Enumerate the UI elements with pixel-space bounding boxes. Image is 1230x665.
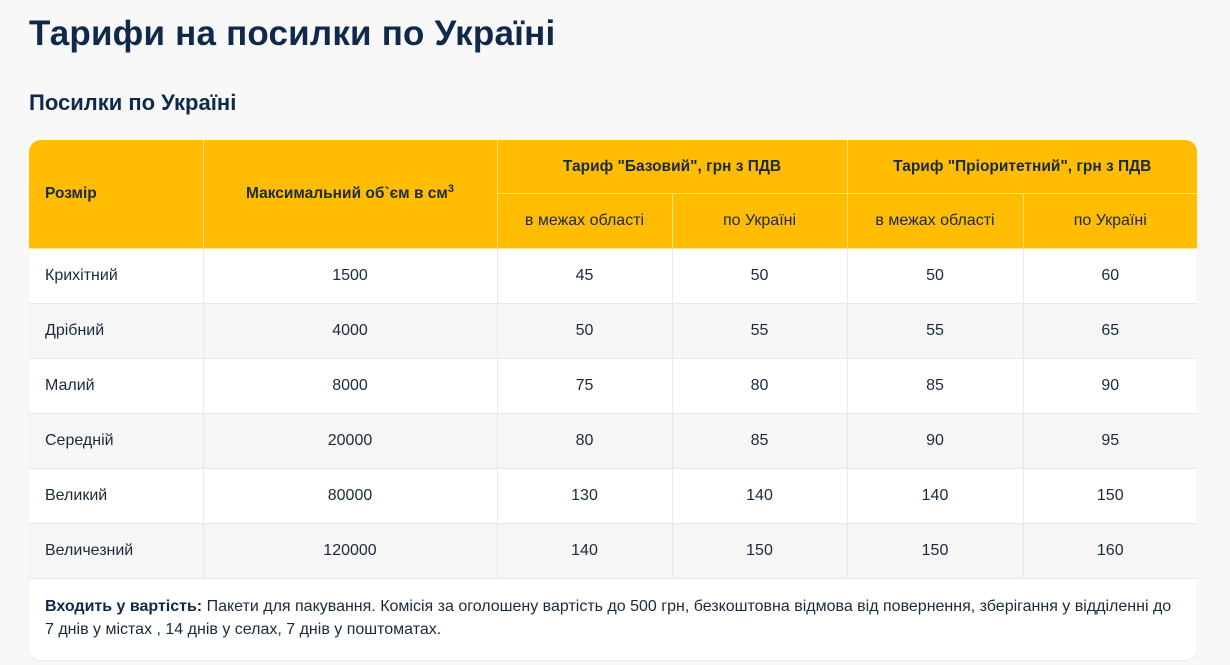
cell-basic-ukraine: 85 [671, 413, 848, 469]
cell-basic-ukraine: 140 [671, 468, 848, 524]
cell-size: Величезний [29, 523, 204, 579]
cell-volume: 80000 [202, 468, 498, 524]
cell-basic-region: 80 [496, 413, 673, 469]
cell-priority-ukraine: 60 [1022, 248, 1197, 304]
cell-size: Великий [29, 468, 204, 524]
cell-volume: 120000 [202, 523, 498, 579]
note-text: Пакети для пакування. Комісія за оголоше… [45, 598, 1172, 638]
section-title: Посилки по Україні [29, 90, 237, 115]
table-row: Крихітний 1500 45 50 50 60 [29, 248, 1197, 304]
header-priority-ukraine: по Україні [1022, 193, 1197, 249]
cell-basic-region: 50 [496, 303, 673, 359]
cell-volume: 20000 [202, 413, 498, 469]
cell-volume: 4000 [202, 303, 498, 359]
cell-volume: 1500 [202, 248, 498, 304]
cell-priority-ukraine: 95 [1022, 413, 1197, 469]
cell-basic-ukraine: 80 [671, 358, 848, 414]
cell-priority-region: 140 [846, 468, 1024, 524]
cell-basic-region: 75 [496, 358, 673, 414]
cell-basic-ukraine: 55 [671, 303, 848, 359]
tariff-table: Розмір Максимальний об`єм в см3 Тариф "Б… [29, 140, 1197, 579]
cell-priority-ukraine: 160 [1022, 523, 1197, 579]
cell-size: Дрібний [29, 303, 204, 359]
cell-size: Середній [29, 413, 204, 469]
cell-priority-region: 85 [846, 358, 1024, 414]
cell-size: Крихітний [29, 248, 204, 304]
header-basic-region: в межах області [496, 193, 673, 249]
table-row: Дрібний 4000 50 55 55 65 [29, 303, 1197, 359]
header-max-volume: Максимальний об`єм в см3 [202, 140, 498, 249]
table-row: Великий 80000 130 140 140 150 [29, 468, 1197, 524]
header-max-volume-sup: 3 [447, 182, 454, 195]
cell-basic-ukraine: 50 [671, 248, 848, 304]
header-size: Розмір [29, 140, 204, 249]
header-max-volume-label: Максимальний об`єм в см [246, 185, 448, 202]
table-subheader-row: в межах області по Україні в межах облас… [29, 193, 1197, 249]
cell-priority-ukraine: 65 [1022, 303, 1197, 359]
header-basic-tariff: Тариф "Базовий", грн з ПДВ [496, 140, 848, 194]
table-row: Малий 8000 75 80 85 90 [29, 358, 1197, 414]
cell-priority-ukraine: 150 [1022, 468, 1197, 524]
cell-basic-region: 140 [496, 523, 673, 579]
cell-basic-region: 130 [496, 468, 673, 524]
table-row: Величезний 120000 140 150 150 160 [29, 523, 1197, 579]
header-priority-tariff: Тариф "Пріоритетний", грн з ПДВ [846, 140, 1197, 194]
tariff-table-card: Розмір Максимальний об`єм в см3 Тариф "Б… [29, 140, 1197, 660]
table-row: Середній 20000 80 85 90 95 [29, 413, 1197, 469]
cell-volume: 8000 [202, 358, 498, 414]
cell-priority-region: 55 [846, 303, 1024, 359]
cell-basic-region: 45 [496, 248, 673, 304]
included-in-price-note: Входить у вартість: Пакети для пакування… [29, 579, 1197, 641]
cell-size: Малий [29, 358, 204, 414]
note-label: Входить у вартість: [45, 598, 203, 615]
cell-priority-region: 90 [846, 413, 1024, 469]
header-basic-ukraine: по Україні [671, 193, 848, 249]
cell-priority-ukraine: 90 [1022, 358, 1197, 414]
cell-basic-ukraine: 150 [671, 523, 848, 579]
page-title: Тарифи на посилки по Україні [29, 14, 556, 53]
cell-priority-region: 150 [846, 523, 1024, 579]
table-header-row: Розмір Максимальний об`єм в см3 Тариф "Б… [29, 140, 1197, 249]
header-priority-region: в межах області [846, 193, 1024, 249]
cell-priority-region: 50 [846, 248, 1024, 304]
